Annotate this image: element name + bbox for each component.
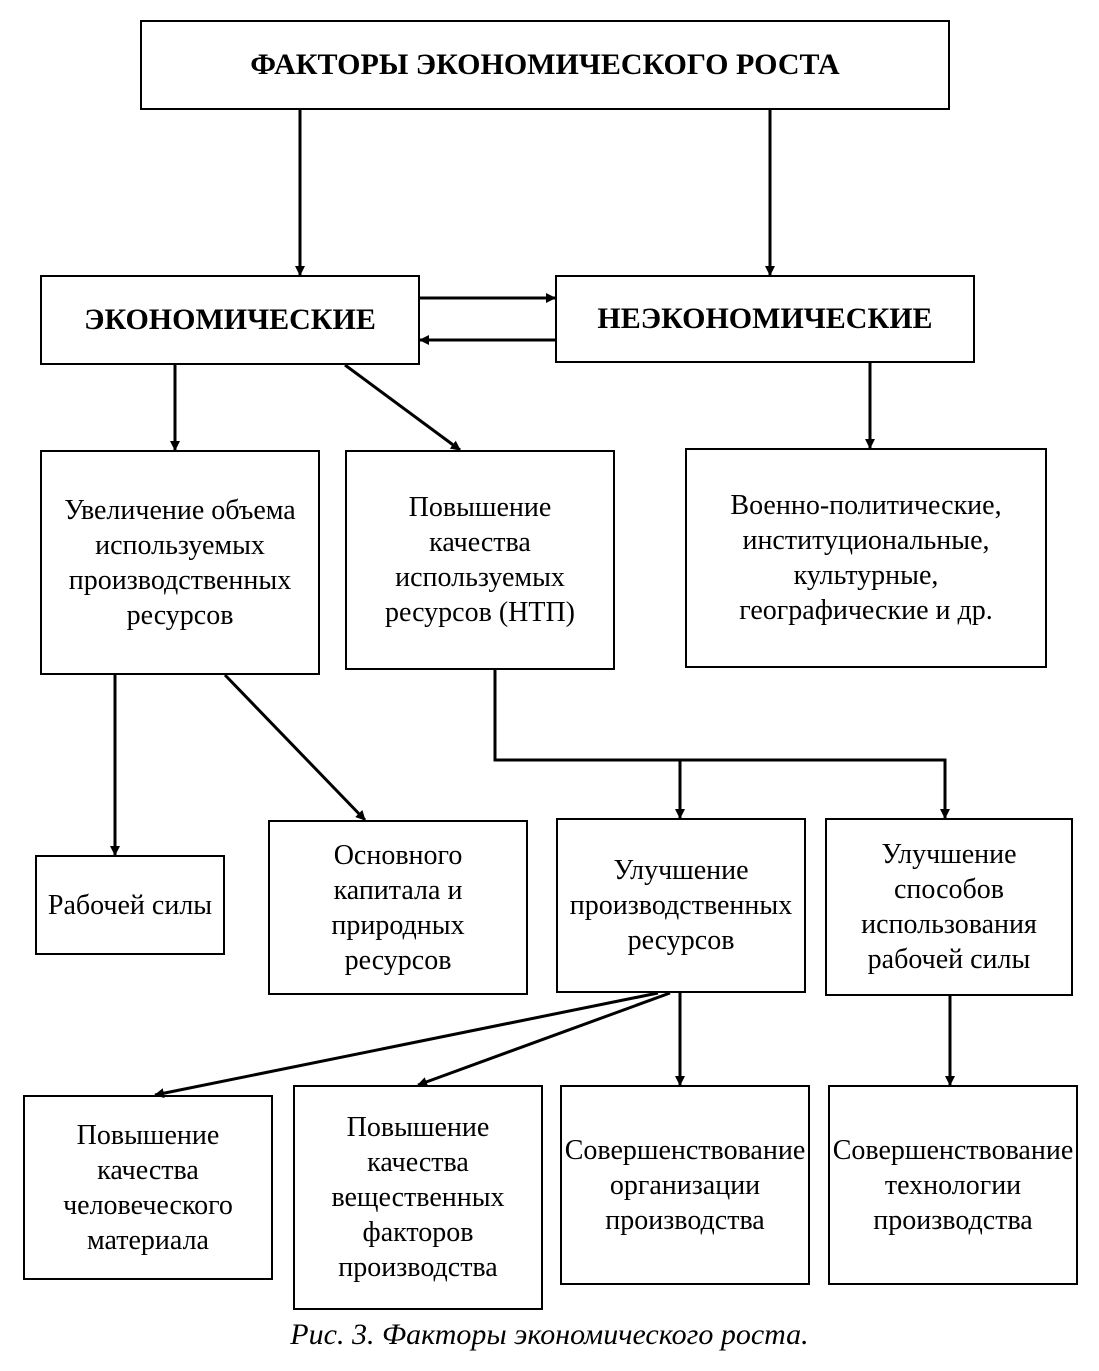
edge-impres-human [155, 993, 658, 1095]
edge-impres-matfact [418, 993, 670, 1085]
node-qual: Повышение качества используемых ресурсов… [345, 450, 615, 670]
node-implab: Улучшение способов использования рабочей… [825, 818, 1073, 996]
edge-qual-impres [495, 670, 680, 818]
edge-vol-capital [225, 675, 365, 820]
node-human: Повышение качества человеческого материа… [23, 1095, 273, 1280]
node-impres: Улучшение производственных ресурсов [556, 818, 806, 993]
node-tech: Совершенствование технологии производств… [828, 1085, 1078, 1285]
diagram-canvas: ФАКТОРЫ ЭКОНОМИЧЕСКОГО РОСТА ЭКОНОМИЧЕСК… [0, 0, 1099, 1371]
node-vol: Увеличение объема используемых производс… [40, 450, 320, 675]
node-capital: Основного капитала и природных ресурсов [268, 820, 528, 995]
edge-qual-implab [495, 670, 945, 818]
figure-caption: Рис. 3. Факторы экономического роста. [0, 1318, 1099, 1352]
node-root: ФАКТОРЫ ЭКОНОМИЧЕСКОГО РОСТА [140, 20, 950, 110]
node-labor: Рабочей силы [35, 855, 225, 955]
node-matfact: Повышение качества вещественных факторов… [293, 1085, 543, 1310]
edge-econ-qual [345, 365, 460, 450]
node-econ: ЭКОНОМИЧЕСКИЕ [40, 275, 420, 365]
node-org: Совершенствование организации производст… [560, 1085, 810, 1285]
node-milit: Военно-политические, институциональные, … [685, 448, 1047, 668]
node-noecon: НЕЭКОНОМИЧЕСКИЕ [555, 275, 975, 363]
